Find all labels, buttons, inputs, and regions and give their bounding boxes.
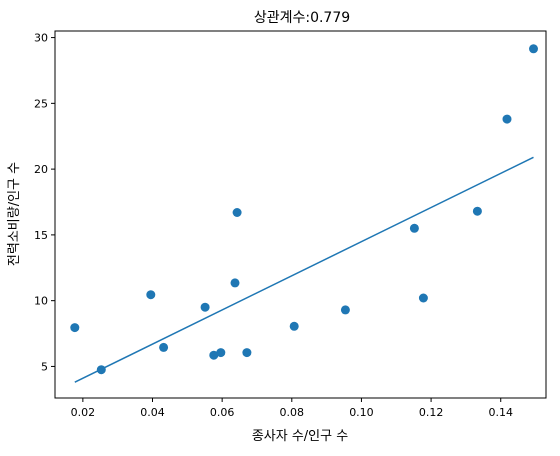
x-axis: 0.02 0.04 0.06 0.08 0.10 0.12 0.14 <box>71 398 513 419</box>
plot-frame <box>54 30 547 399</box>
x-tick-label: 0.14 <box>488 406 513 419</box>
y-tick-label: 25 <box>34 97 48 110</box>
regression-line <box>74 156 534 383</box>
scatter-point-1 <box>70 323 80 333</box>
scatter-point-8 <box>230 278 240 288</box>
scatter-point-16 <box>502 114 512 124</box>
scatter-point-14 <box>418 293 428 303</box>
scatter-point-3 <box>146 290 156 300</box>
scatter-point-9 <box>232 208 242 217</box>
x-tick-label: 0.02 <box>71 406 96 419</box>
x-tick-label: 0.06 <box>210 406 235 419</box>
y-tick-label: 5 <box>41 360 48 373</box>
plot-content <box>70 44 538 383</box>
y-tick-label: 15 <box>34 229 48 242</box>
x-tick-label: 0.10 <box>349 406 374 419</box>
x-tick-label: 0.12 <box>419 406 444 419</box>
scatter-point-11 <box>289 321 299 331</box>
y-tick-label: 10 <box>34 295 48 308</box>
scatter-point-6 <box>209 350 219 360</box>
y-axis: 5 10 15 20 25 30 <box>34 32 55 373</box>
x-axis-label: 종사자 수/인구 수 <box>252 429 348 444</box>
scatter-point-12 <box>340 305 350 315</box>
chart-title: 상관계수:0.779 <box>254 10 350 26</box>
scatter-point-7 <box>216 348 226 358</box>
scatter-point-15 <box>472 206 482 216</box>
y-axis-label: 전력소비량/인구 수 <box>7 162 22 266</box>
y-tick-label: 20 <box>34 163 48 176</box>
scatter-point-5 <box>200 302 210 312</box>
scatter-point-4 <box>159 342 169 352</box>
scatter-point-2 <box>96 365 106 375</box>
x-tick-label: 0.04 <box>140 406 165 419</box>
scatter-point-10 <box>242 348 252 358</box>
scatter-point-13 <box>409 223 419 233</box>
scatter-point-17 <box>529 44 538 54</box>
y-tick-label: 30 <box>34 32 48 45</box>
x-tick-label: 0.08 <box>280 406 305 419</box>
